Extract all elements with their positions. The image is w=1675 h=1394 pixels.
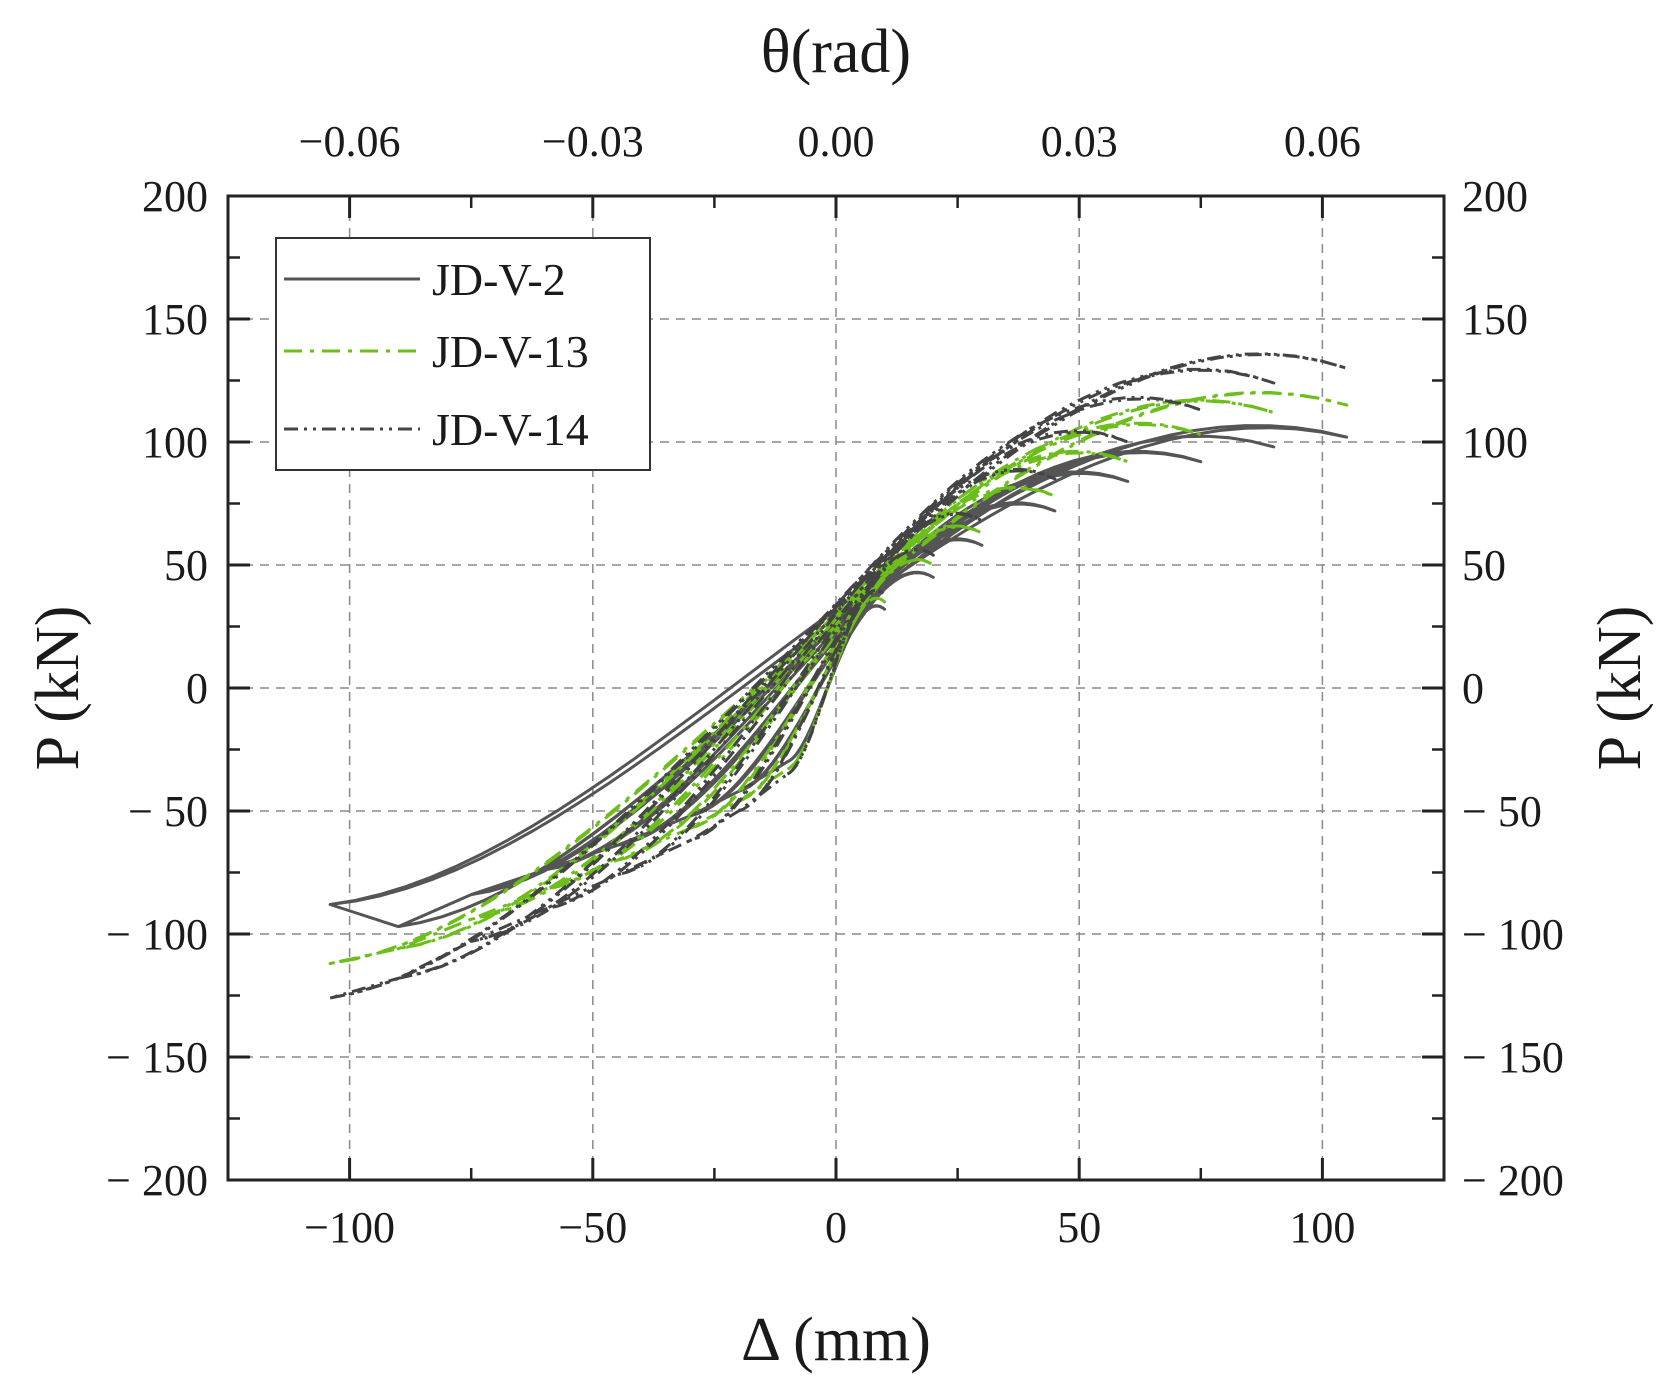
y-tick-label: − 150 — [106, 1033, 208, 1082]
y-tick-label: 200 — [142, 172, 208, 221]
legend-label-jd-v-2: JD-V-2 — [432, 254, 566, 305]
series-jd-v-13 — [328, 391, 1349, 965]
series-line-jd-v-13 — [328, 391, 1349, 965]
x2-tick-label: 0.03 — [1041, 117, 1118, 166]
legend-box — [275, 237, 651, 471]
y2-tick-label: 50 — [1462, 541, 1506, 590]
y2-tick-label: 100 — [1462, 418, 1528, 467]
x-tick-label: 50 — [1057, 1203, 1101, 1252]
legend: JD-V-2 JD-V-13 JD-V-14 — [275, 237, 651, 471]
x2-tick-label: −0.06 — [299, 117, 401, 166]
series-line-jd-v-2 — [328, 424, 1349, 929]
y-tick-label: − 50 — [128, 787, 208, 836]
hysteresis-curves — [328, 352, 1349, 1000]
x-tick-label: −100 — [304, 1203, 395, 1252]
x-tick-label: −50 — [558, 1203, 627, 1252]
y2-tick-label: − 150 — [1462, 1033, 1564, 1082]
legend-label-jd-v-14: JD-V-14 — [432, 404, 589, 455]
x2-tick-label: 0.00 — [798, 117, 875, 166]
x-tick-label: 0 — [825, 1203, 847, 1252]
x-axis-title: Δ (mm) — [741, 1306, 931, 1374]
y2-tick-label: 200 — [1462, 172, 1528, 221]
legend-label-jd-v-13: JD-V-13 — [432, 326, 589, 377]
y2-tick-label: − 200 — [1462, 1156, 1564, 1205]
y2-tick-label: 0 — [1462, 664, 1484, 713]
y-tick-label: − 200 — [106, 1156, 208, 1205]
y-tick-label: 100 — [142, 418, 208, 467]
y-tick-label: 50 — [164, 541, 208, 590]
tick-labels: −100 −50 0 50 100 −0.06 −0.03 0.00 0.03 0.06 200 15… — [106, 117, 1564, 1252]
y-tick-label: − 100 — [106, 910, 208, 959]
y2-axis-title: P (kN) — [1586, 606, 1654, 771]
y2-tick-label: − 100 — [1462, 910, 1564, 959]
series-jd-v-2 — [328, 424, 1349, 929]
y-tick-label: 150 — [142, 295, 208, 344]
y2-tick-label: 150 — [1462, 295, 1528, 344]
y2-tick-label: − 50 — [1462, 787, 1542, 836]
x2-axis-title: θ(rad) — [761, 18, 911, 86]
series-jd-v-14 — [328, 352, 1349, 1000]
series-line-jd-v-14 — [328, 352, 1349, 1000]
x2-tick-label: 0.06 — [1284, 117, 1361, 166]
axis-ticks — [226, 194, 1446, 1182]
x2-tick-label: −0.03 — [542, 117, 644, 166]
x-tick-label: 100 — [1289, 1203, 1355, 1252]
y-tick-label: 0 — [186, 664, 208, 713]
y-axis-title: P (kN) — [24, 606, 92, 771]
